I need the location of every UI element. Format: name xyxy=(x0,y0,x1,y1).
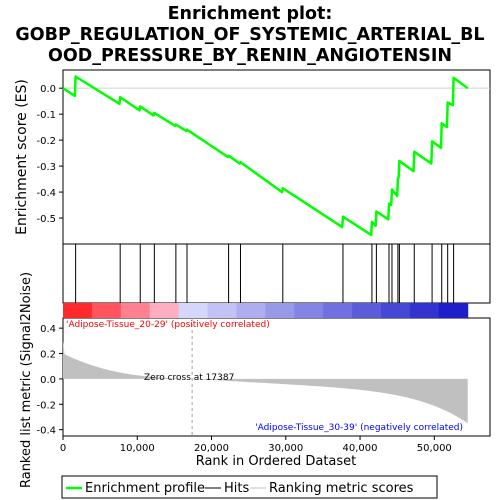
es-y-tick-label: -0.3 xyxy=(36,162,56,173)
colorbar-segment xyxy=(91,303,122,318)
legend: Enrichment profile Hits Ranking metric s… xyxy=(61,475,438,499)
legend-frame xyxy=(61,475,438,499)
es-y-tick-label: 0.0 xyxy=(40,84,56,95)
es-panel-frame xyxy=(62,69,491,245)
ranking-y-tick-label: 0.4 xyxy=(40,324,56,335)
x-tick-label: 10,000 xyxy=(120,443,155,454)
chart-title-line-3: OOD_PRESSURE_BY_RENIN_ANGIOTENSIN xyxy=(48,46,452,66)
es-series-line xyxy=(62,75,469,237)
es-y-axis-label: Enrichment score (ES) xyxy=(14,79,30,235)
colorbar-segment xyxy=(438,303,469,318)
colorbar-segment xyxy=(149,303,180,318)
x-axis-label: Rank in Ordered Dataset xyxy=(196,454,357,469)
colorbar-segment xyxy=(265,303,295,318)
es-y-tick-label: -0.2 xyxy=(36,136,56,147)
ranking-y-axis-label: Ranked list metric (Signal2Noise) xyxy=(19,272,34,488)
es-y-tick-label: -0.5 xyxy=(36,214,56,225)
x-tick-label: 50,000 xyxy=(417,443,452,454)
ranking-y-tick-label: 0.2 xyxy=(40,350,56,361)
negative-correlation-label: 'Adipose-Tissue_30-39' (negatively corre… xyxy=(255,423,463,433)
chart-title-line-2: GOBP_REGULATION_OF_SYSTEMIC_ARTERIAL_BL xyxy=(15,25,484,45)
colorbar-segment xyxy=(323,303,353,318)
colorbar-segment xyxy=(352,303,382,318)
ranking-y-tick-label: -0.2 xyxy=(36,400,56,411)
legend-hits-label: Hits xyxy=(224,481,249,496)
colorbar-segment xyxy=(178,303,209,318)
ranking-metric-area xyxy=(63,340,468,424)
es-y-tick-label: -0.1 xyxy=(36,110,56,121)
colorbar-segment xyxy=(236,303,266,318)
colorbar-segment xyxy=(409,303,440,318)
legend-enrichment-profile-label: Enrichment profile xyxy=(85,481,205,496)
colorbar-segment xyxy=(380,303,411,318)
colorbar-segment xyxy=(294,303,324,318)
x-tick-label: 0 xyxy=(60,443,66,454)
x-tick-label: 30,000 xyxy=(268,443,303,454)
zero-cross-label: Zero cross at 17387 xyxy=(144,373,234,383)
es-y-tick-label: -0.4 xyxy=(36,188,56,199)
hits-panel-frame xyxy=(62,243,491,304)
colorbar-segment xyxy=(207,303,237,318)
x-tick-label: 20,000 xyxy=(194,443,229,454)
colorbar-segment xyxy=(120,303,151,318)
colorbar-segment xyxy=(63,303,93,318)
ranking-y-tick-label: -0.4 xyxy=(36,426,56,437)
chart-title-line-1: Enrichment plot: xyxy=(168,4,333,24)
x-tick-label: 40,000 xyxy=(343,443,378,454)
legend-ranking-metric-label: Ranking metric scores xyxy=(269,481,414,496)
positive-correlation-label: 'Adipose-Tissue_20-29' (positively corre… xyxy=(66,320,270,330)
ranking-y-tick-label: 0.0 xyxy=(40,375,56,386)
